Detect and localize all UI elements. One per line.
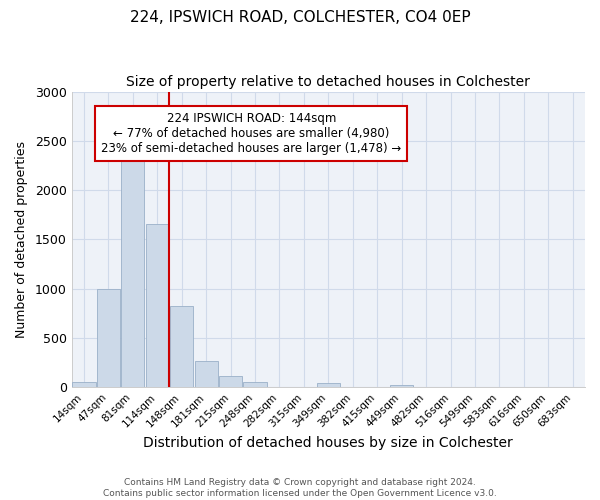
Y-axis label: Number of detached properties: Number of detached properties <box>15 141 28 338</box>
Bar <box>170 306 193 388</box>
Bar <box>219 376 242 388</box>
Bar <box>97 288 120 388</box>
Text: 224 IPSWICH ROAD: 144sqm
← 77% of detached houses are smaller (4,980)
23% of sem: 224 IPSWICH ROAD: 144sqm ← 77% of detach… <box>101 112 401 156</box>
Bar <box>194 361 218 388</box>
Bar <box>72 382 95 388</box>
Bar <box>390 386 413 388</box>
X-axis label: Distribution of detached houses by size in Colchester: Distribution of detached houses by size … <box>143 436 513 450</box>
Bar <box>146 224 169 388</box>
Bar <box>244 382 266 388</box>
Bar <box>317 384 340 388</box>
Text: 224, IPSWICH ROAD, COLCHESTER, CO4 0EP: 224, IPSWICH ROAD, COLCHESTER, CO4 0EP <box>130 10 470 25</box>
Text: Contains HM Land Registry data © Crown copyright and database right 2024.
Contai: Contains HM Land Registry data © Crown c… <box>103 478 497 498</box>
Title: Size of property relative to detached houses in Colchester: Size of property relative to detached ho… <box>127 75 530 89</box>
Bar <box>121 145 145 388</box>
